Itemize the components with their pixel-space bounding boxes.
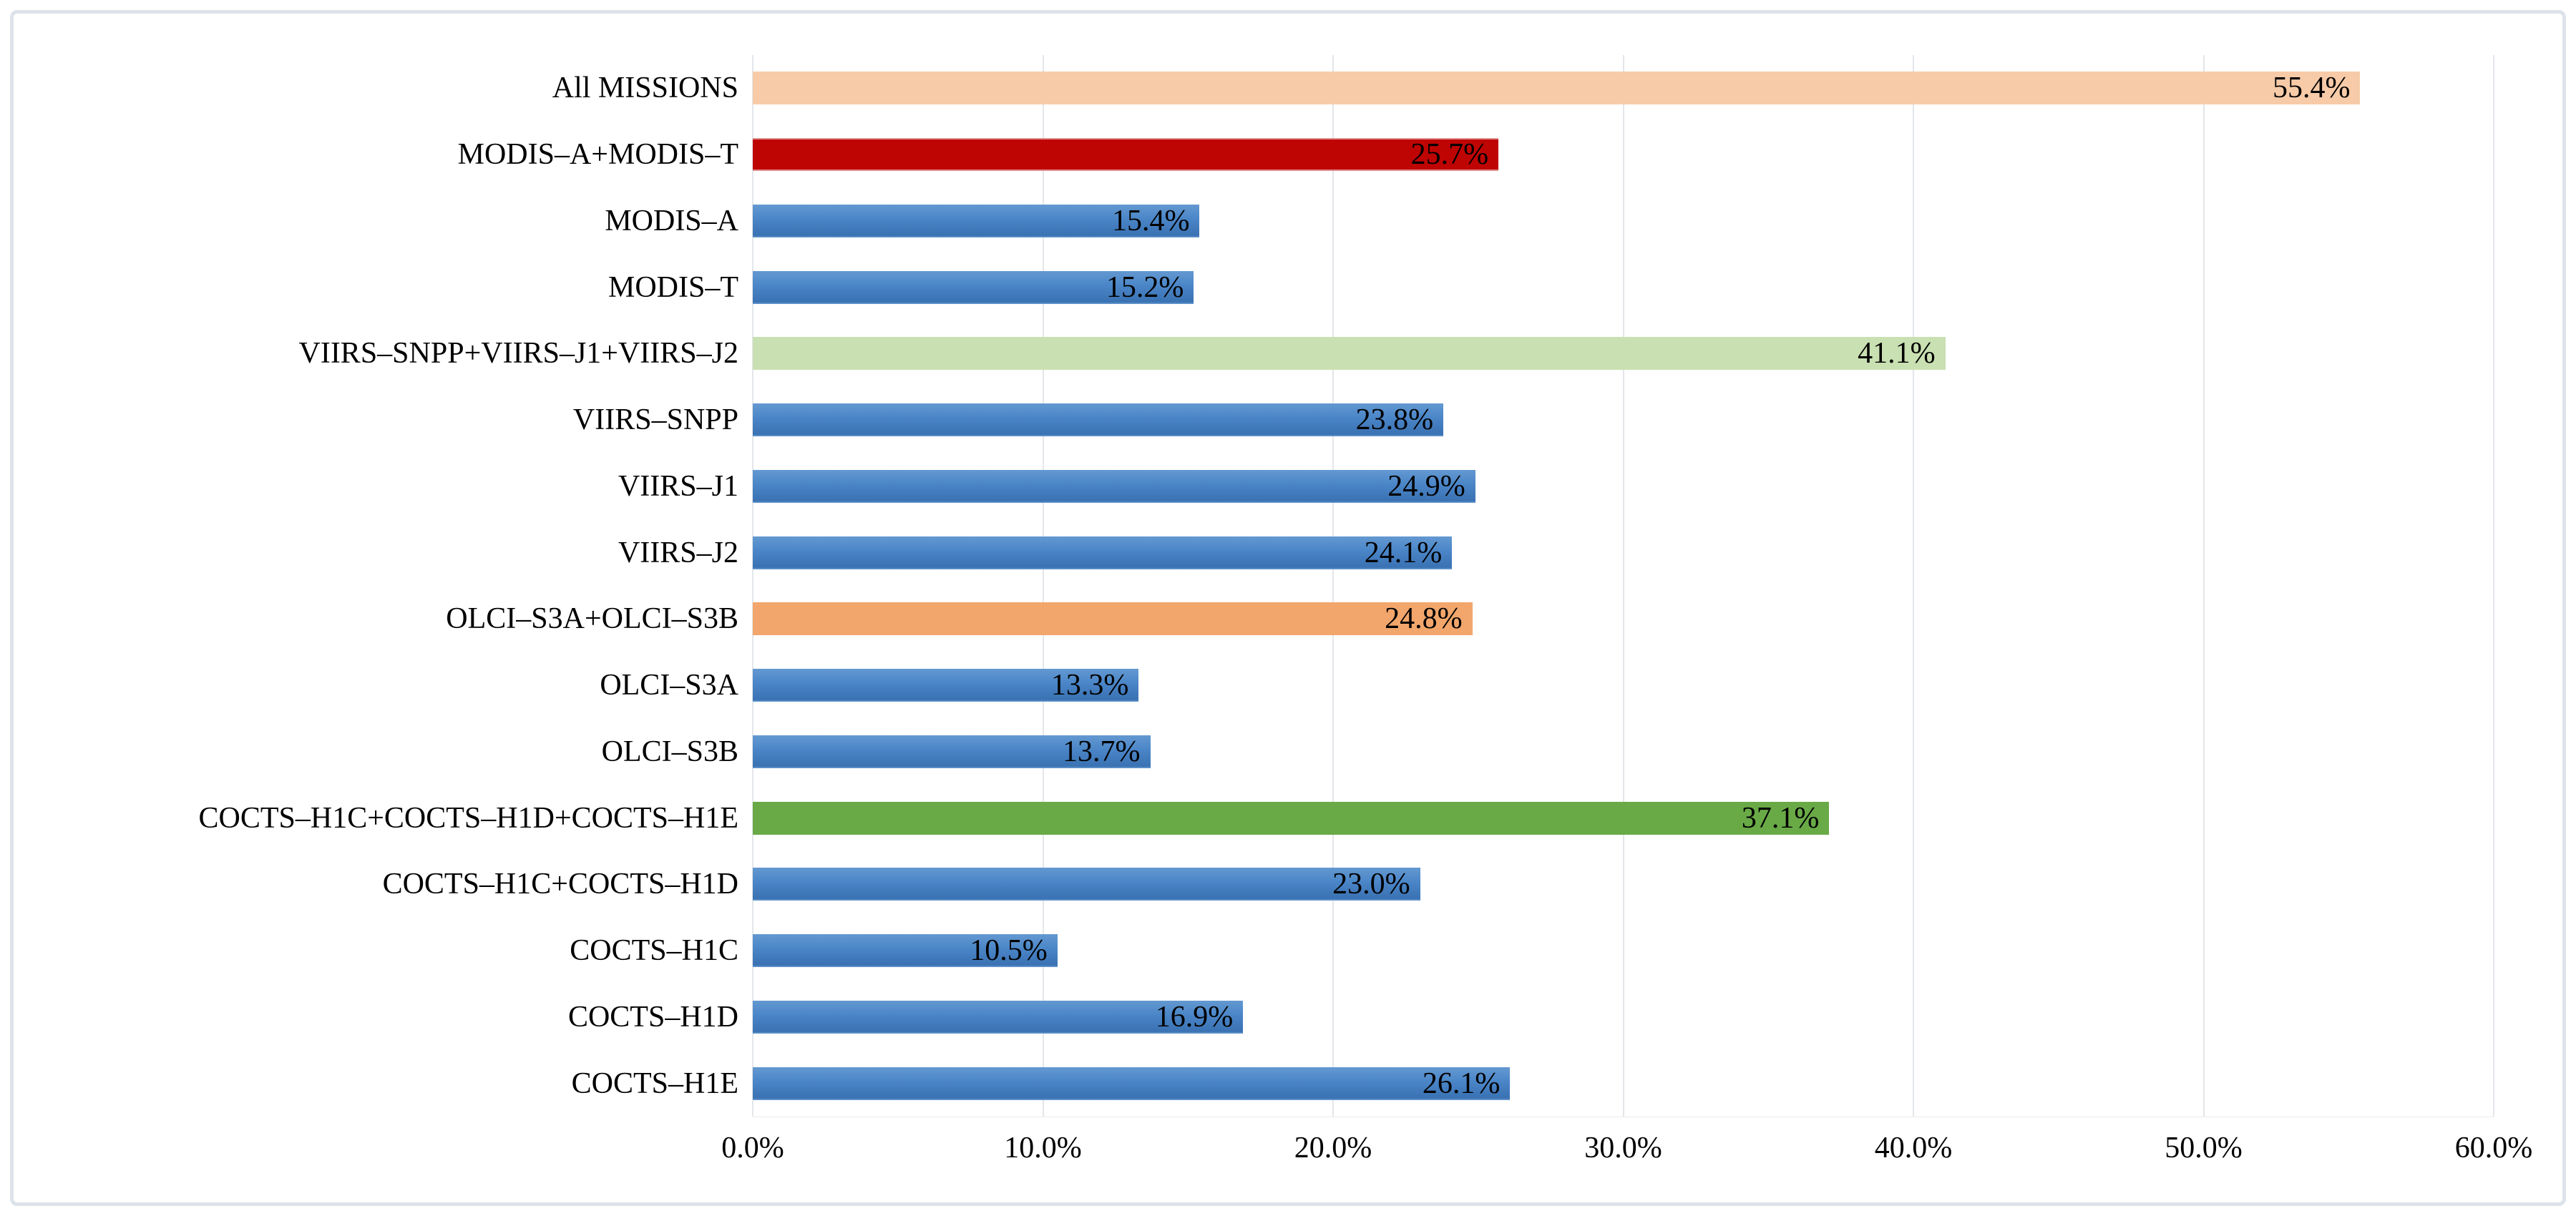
bar: 15.4% <box>753 204 1200 237</box>
category-label: MODIS–A+MODIS–T <box>457 138 738 172</box>
category-label: COCTS–H1C+COCTS–H1D <box>382 868 738 901</box>
gridline <box>1332 55 1334 1117</box>
bar: 23.8% <box>753 403 1444 437</box>
value-label: 10.5% <box>970 934 1048 968</box>
value-label: 26.1% <box>1422 1067 1501 1100</box>
category-label: COCTS–H1D <box>567 1000 738 1034</box>
value-label: 55.4% <box>2272 72 2351 105</box>
x-tick-label: 50.0% <box>2165 1132 2243 1164</box>
bar-row: MODIS–T 15.2% <box>35 254 2494 320</box>
bar-track: 55.4% <box>753 55 2494 122</box>
bar-track: 24.1% <box>753 519 2494 586</box>
category-label: COCTS–H1C+COCTS–H1D+COCTS–H1E <box>198 801 738 835</box>
x-tick-label: 60.0% <box>2454 1132 2533 1164</box>
value-label: 16.9% <box>1155 1000 1234 1034</box>
bar-track: 37.1% <box>753 785 2494 851</box>
bar-row: OLCI–S3B 13.7% <box>35 719 2494 785</box>
bar: 13.7% <box>753 735 1151 768</box>
category-label: VIIRS–SNPP+VIIRS–J1+VIIRS–J2 <box>298 337 739 371</box>
x-tick-label: 30.0% <box>1584 1132 1662 1164</box>
bar: 24.1% <box>753 536 1453 569</box>
category-label: OLCI–S3A <box>600 669 738 702</box>
x-tick-label: 0.0% <box>721 1132 784 1164</box>
gridline <box>2493 55 2494 1117</box>
category-label: OLCI–S3A+OLCI–S3B <box>446 602 738 636</box>
bar-row: OLCI–S3A 13.3% <box>35 652 2494 719</box>
bar-row: COCTS–H1C 10.5% <box>35 918 2494 984</box>
bar: 26.1% <box>753 1067 1511 1100</box>
category-label: All MISSIONS <box>552 72 738 105</box>
bar: 16.9% <box>753 1000 1244 1034</box>
bar-track: 24.8% <box>753 586 2494 652</box>
bar-row: COCTS–H1E 26.1% <box>35 1050 2494 1117</box>
bar: 13.3% <box>753 669 1139 702</box>
bar: 37.1% <box>753 801 1830 835</box>
bar-track: 23.0% <box>753 851 2494 918</box>
value-label: 25.7% <box>1410 138 1489 172</box>
bar-row: COCTS–H1D 16.9% <box>35 984 2494 1051</box>
bar-row: MODIS–A 15.4% <box>35 188 2494 255</box>
bar-track: 23.8% <box>753 387 2494 453</box>
bar-track: 15.4% <box>753 188 2494 255</box>
bar: 25.7% <box>753 138 1499 172</box>
category-label: OLCI–S3B <box>601 735 738 768</box>
bar-row: All MISSIONS 55.4% <box>35 55 2494 122</box>
category-label: MODIS–A <box>605 204 738 237</box>
bar-track: 25.7% <box>753 122 2494 188</box>
bar-track: 13.7% <box>753 719 2494 785</box>
gridline <box>1622 55 1624 1117</box>
bar-row: COCTS–H1C+COCTS–H1D 23.0% <box>35 851 2494 918</box>
x-tick-label: 10.0% <box>1004 1132 1082 1164</box>
figure-frame: All MISSIONS 55.4% MODIS–A+MODIS–T 25.7% MOD… <box>10 10 2566 1206</box>
bar-track: 10.5% <box>753 918 2494 984</box>
value-label: 24.8% <box>1385 602 1463 636</box>
bar-row: COCTS–H1C+COCTS–H1D+COCTS–H1E 37.1% <box>35 785 2494 851</box>
bar-track: 24.9% <box>753 453 2494 520</box>
x-tick-label: 20.0% <box>1294 1132 1372 1164</box>
bar-track: 13.3% <box>753 652 2494 719</box>
bar: 23.0% <box>753 868 1420 901</box>
bar-track: 16.9% <box>753 984 2494 1051</box>
value-label: 41.1% <box>1858 337 1936 371</box>
value-label: 13.3% <box>1050 669 1129 702</box>
bar: 55.4% <box>753 72 2361 105</box>
bar-track: 26.1% <box>753 1050 2494 1117</box>
bar-row: VIIRS–SNPP 23.8% <box>35 387 2494 453</box>
x-tick-label: 40.0% <box>1874 1132 1953 1164</box>
category-label: MODIS–T <box>608 270 738 304</box>
gridline <box>752 55 753 1117</box>
bar: 15.2% <box>753 270 1194 304</box>
value-label: 24.1% <box>1364 536 1443 569</box>
value-label: 37.1% <box>1741 801 1820 835</box>
gridline <box>2202 55 2205 1117</box>
bar-track: 15.2% <box>753 254 2494 320</box>
category-label: COCTS–H1C <box>570 934 738 968</box>
category-label: VIIRS–J2 <box>618 536 738 569</box>
value-label: 23.0% <box>1332 868 1410 901</box>
value-label: 23.8% <box>1355 403 1434 437</box>
category-label: VIIRS–J1 <box>618 469 738 503</box>
bar: 10.5% <box>753 934 1058 968</box>
bar: 41.1% <box>753 337 1946 371</box>
bar-row: MODIS–A+MODIS–T 25.7% <box>35 122 2494 188</box>
gridline <box>1042 55 1044 1117</box>
value-label: 13.7% <box>1063 735 1141 768</box>
value-label: 24.9% <box>1387 469 1465 503</box>
bar: 24.9% <box>753 469 1475 503</box>
gridline <box>1913 55 1914 1117</box>
bar-row: OLCI–S3A+OLCI–S3B 24.8% <box>35 586 2494 652</box>
category-label: COCTS–H1E <box>571 1067 738 1100</box>
chart-rows: All MISSIONS 55.4% MODIS–A+MODIS–T 25.7% MOD… <box>35 55 2494 1117</box>
category-label: VIIRS–SNPP <box>572 403 738 437</box>
value-label: 15.4% <box>1111 204 1190 237</box>
bar-row: VIIRS–J1 24.9% <box>35 453 2494 520</box>
value-label: 15.2% <box>1106 270 1184 304</box>
bar-row: VIIRS–J2 24.1% <box>35 519 2494 586</box>
bar-track: 41.1% <box>753 320 2494 387</box>
bar: 24.8% <box>753 602 1473 636</box>
x-axis: 0.0% 10.0% 20.0% 30.0% 40.0% 50.0% 60.0% <box>721 1127 2532 1170</box>
bar-row: VIIRS–SNPP+VIIRS–J1+VIIRS–J2 41.1% <box>35 320 2494 387</box>
gridlines <box>752 55 2494 1117</box>
